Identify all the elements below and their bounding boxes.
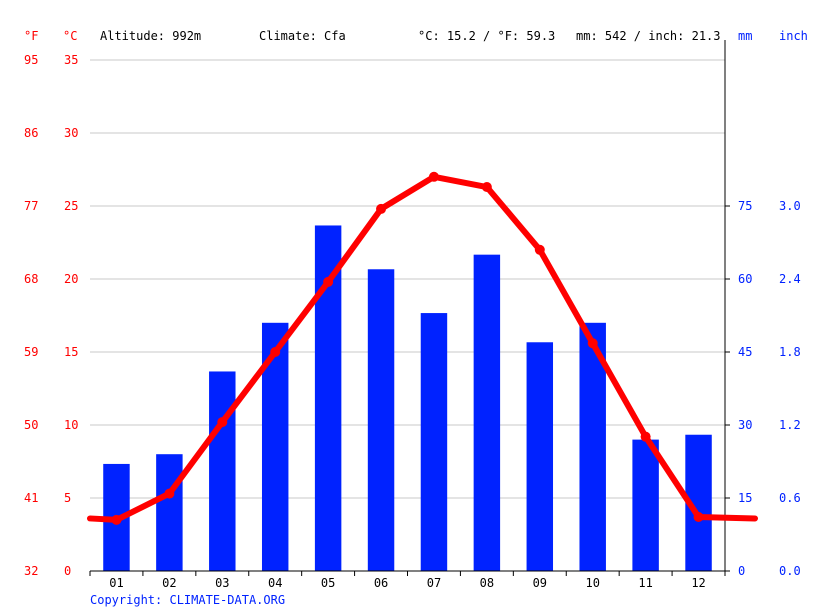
month-tick-label: 06 [374, 576, 388, 590]
precipitation-bar [526, 342, 554, 571]
temperature-point [217, 417, 228, 428]
precipitation-bar [420, 313, 448, 571]
inch-tick-label: 0.0 [779, 564, 801, 578]
inch-unit-label: inch [779, 29, 808, 43]
fahrenheit-tick-label: 41 [24, 491, 38, 505]
fahrenheit-tick-label: 86 [24, 126, 38, 140]
month-tick-label: 01 [109, 576, 123, 590]
temperature-point [164, 488, 175, 499]
mm-tick-label: 30 [738, 418, 752, 432]
tick-labels: 0 32 5 41 10 50 15 59 20 68 25 77 30 86 35 95 0 0.0 15 0.6 3… [24, 53, 801, 590]
precipitation-bar [209, 371, 236, 571]
month-tick-label: 02 [162, 576, 176, 590]
month-tick-label: 09 [533, 576, 547, 590]
temperature-point [587, 338, 598, 349]
temperature-line [87, 171, 758, 525]
inch-tick-label: 2.4 [779, 272, 801, 286]
inch-tick-label: 0.6 [779, 491, 801, 505]
temperature-point [481, 182, 492, 193]
temperature-point [693, 511, 704, 522]
celsius-tick-label: 20 [64, 272, 78, 286]
inch-tick-label: 3.0 [779, 199, 801, 213]
temperature-point [376, 203, 387, 214]
temperature-point [534, 244, 545, 255]
fahrenheit-tick-label: 59 [24, 345, 38, 359]
precipitation-bar [473, 254, 501, 571]
precipitation-total-label: mm: 542 / inch: 21.3 [576, 29, 721, 43]
month-tick-label: 05 [321, 576, 335, 590]
fahrenheit-tick-label: 32 [24, 564, 38, 578]
celsius-tick-label: 30 [64, 126, 78, 140]
precipitation-bars [103, 225, 712, 571]
climate-label: Climate: Cfa [259, 29, 346, 43]
celsius-tick-label: 35 [64, 53, 78, 67]
temperature-average-label: °C: 15.2 / °F: 59.3 [418, 29, 555, 43]
month-tick-label: 12 [691, 576, 705, 590]
temperature-point [270, 347, 281, 357]
fahrenheit-tick-label: 95 [24, 53, 38, 67]
mm-tick-label: 15 [738, 491, 752, 505]
month-tick-label: 11 [638, 576, 652, 590]
altitude-label: Altitude: 992m [100, 29, 201, 43]
precipitation-bar [367, 269, 395, 571]
temperature-point [111, 514, 122, 525]
grid-lines [90, 59, 725, 499]
celsius-tick-label: 25 [64, 199, 78, 213]
mm-tick-label: 75 [738, 199, 752, 213]
celsius-tick-label: 0 [64, 564, 71, 578]
mm-tick-label: 45 [738, 345, 752, 359]
copyright-label: Copyright: CLIMATE-DATA.ORG [90, 593, 285, 607]
month-tick-label: 04 [268, 576, 282, 590]
temperature-point [323, 276, 334, 287]
celsius-unit-label: °C [63, 29, 77, 43]
fahrenheit-unit-label: °F [24, 29, 38, 43]
mm-tick-label: 60 [738, 272, 752, 286]
mm-unit-label: mm [738, 29, 752, 43]
fahrenheit-tick-label: 68 [24, 272, 38, 286]
temperature-point [428, 171, 439, 182]
precipitation-bar [632, 439, 659, 571]
celsius-tick-label: 10 [64, 418, 78, 432]
inch-tick-label: 1.2 [779, 418, 801, 432]
fahrenheit-tick-label: 50 [24, 418, 38, 432]
celsius-tick-label: 5 [64, 491, 71, 505]
month-tick-label: 07 [427, 576, 441, 590]
fahrenheit-tick-label: 77 [24, 199, 38, 213]
axes [89, 40, 730, 576]
month-tick-label: 08 [480, 576, 494, 590]
precipitation-bar [156, 454, 183, 571]
mm-tick-label: 0 [738, 564, 745, 578]
month-tick-label: 10 [585, 576, 599, 590]
temperature-point [640, 431, 651, 442]
inch-tick-label: 1.8 [779, 345, 801, 359]
month-tick-label: 03 [215, 576, 229, 590]
temperature-line-path [87, 173, 758, 523]
celsius-tick-label: 15 [64, 345, 78, 359]
